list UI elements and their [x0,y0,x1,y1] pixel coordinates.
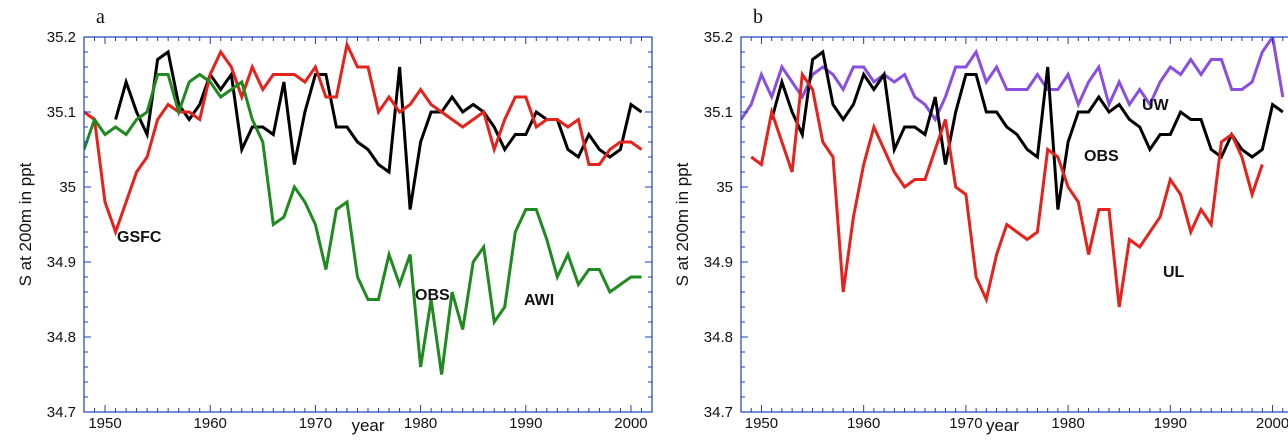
x-axis-label: year [351,416,384,435]
panel-letter: b [753,6,763,28]
y-tick-label: 34.7 [47,404,76,421]
panel-b: 1950 1960 1970 1980 1990 2000 34.7 34.8 34.9 35 35… [673,6,1288,435]
series-line-uw [741,37,1285,123]
y-tick-label: 35.1 [47,104,76,121]
series-label-gsfc: GSFC [117,229,162,246]
y-axis-label: S at 200m in ppt [673,162,692,286]
x-tick-label: 1950 [88,415,121,432]
series-label-ul: UL [1163,264,1185,281]
y-tick-label: 35 [716,179,733,196]
x-tick-label: 1980 [1051,415,1084,432]
series-label-obs: OBS [415,287,450,304]
x-tick-label: 1970 [949,415,982,432]
series-line-obs [114,49,643,210]
series-line-ul [750,70,1264,308]
series-label-uw: UW [1142,97,1170,114]
x-tick-label: 1970 [299,415,332,432]
x-axis-label: year [986,416,1019,435]
y-tick-label: 35.1 [704,104,733,121]
x-tick-label: 1950 [745,415,778,432]
x-tick-label: 1980 [404,415,437,432]
y-tick-label: 34.8 [704,329,733,346]
series-label-obs: OBS [1084,148,1119,165]
series-line-obs [770,49,1284,210]
y-tick-label: 34.8 [47,329,76,346]
x-tick-label: 1960 [847,415,880,432]
y-tick-label: 35.2 [704,29,733,46]
y-tick-label: 34.7 [704,404,733,421]
panel-letter: a [96,6,105,28]
y-tick-label: 35.2 [47,29,76,46]
x-tick-label: 1990 [509,415,542,432]
y-tick-label: 35 [59,179,76,196]
series-label-awi: AWI [524,292,554,309]
plot-frame [83,36,653,413]
x-tick-label: 1960 [194,415,227,432]
y-tick-label: 34.9 [704,254,733,271]
x-tick-label: 1990 [1154,415,1187,432]
x-tick-label: 2000 [614,415,647,432]
x-tick-label: 2000 [1256,415,1288,432]
plot-frame [740,36,1288,413]
y-tick-label: 34.9 [47,254,76,271]
series-line-awi [84,72,642,375]
y-axis-label: S at 200m in ppt [16,162,35,286]
series-line-gsfc [84,39,643,237]
panel-a: 1950 1960 1970 1980 1990 2000 34.7 34.8 34.9 35 35… [16,6,653,435]
